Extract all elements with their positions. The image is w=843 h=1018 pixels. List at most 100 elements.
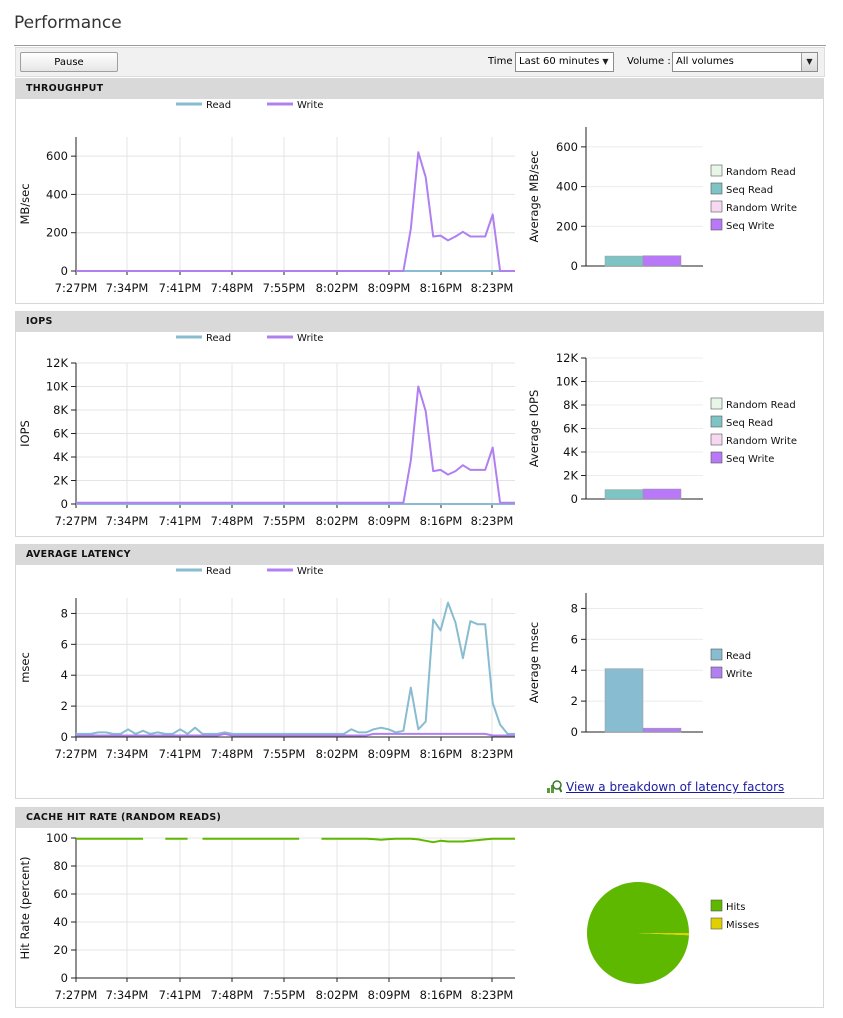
bar-y-axis-label: Average IOPS <box>527 390 541 468</box>
x-tick-label: 7:48PM <box>211 514 254 528</box>
series-line-write <box>76 385 515 504</box>
x-tick-label: 7:34PM <box>106 747 149 761</box>
bar-y-tick-label: 400 <box>556 180 578 194</box>
legend-label: Random Read <box>726 167 796 178</box>
bar-seq-write <box>642 255 682 267</box>
y-tick-label: 60 <box>53 887 68 901</box>
y-axis-label: msec <box>18 652 32 683</box>
volume-label: Volume : <box>627 56 671 67</box>
x-tick-label: 7:41PM <box>159 747 202 761</box>
time-range-value: Last 60 minutes <box>519 56 600 67</box>
legend-label: Read <box>206 100 231 111</box>
x-tick-label: 8:09PM <box>368 988 411 1002</box>
bar-y-axis-label: Average msec <box>527 622 541 703</box>
legend-label: Write <box>297 100 323 111</box>
chevron-down-icon: ▼ <box>801 53 817 71</box>
legend-label: Read <box>206 333 231 344</box>
x-tick-label: 7:27PM <box>55 281 98 295</box>
throughput-chart: 0 200 400 600 7:27PM 7:34PM 7:41PM 7:48PM 7:55PM… <box>18 100 797 295</box>
x-tick-label: 8:02PM <box>316 747 359 761</box>
x-tick-label: 7:27PM <box>55 988 98 1002</box>
toolbar: Pause Time Last 60 minutes ▼ Volume : Al… <box>15 47 825 77</box>
x-tick-label: 7:27PM <box>55 747 98 761</box>
y-tick-label: 0 <box>61 264 68 278</box>
x-tick-label: 8:23PM <box>471 988 514 1002</box>
x-tick-label: 7:41PM <box>159 514 202 528</box>
x-tick-label: 8:23PM <box>471 747 514 761</box>
legend-swatch <box>710 182 723 195</box>
x-tick-label: 7:41PM <box>159 281 202 295</box>
legend-swatch <box>710 218 723 231</box>
latency-breakdown-link[interactable]: View a breakdown of latency factors <box>546 779 784 794</box>
y-tick-label: 0 <box>61 730 68 744</box>
iops-chart: 0 2K 4K 6K 8K 10K 12K 7:27PM 7:34PM 7:41PM 7:48PM 7… <box>18 333 797 528</box>
bar-y-tick-label: 10K <box>556 375 579 389</box>
legend-label: Write <box>726 669 752 680</box>
x-tick-label: 7:34PM <box>106 281 149 295</box>
x-tick-label: 7:55PM <box>263 747 306 761</box>
x-tick-label: 7:55PM <box>263 281 306 295</box>
y-tick-label: 6 <box>61 637 68 651</box>
bar-seq-read <box>604 255 644 267</box>
iops-panel-title: IOPS <box>16 312 823 332</box>
bar-y-tick-label: 6 <box>571 632 578 646</box>
cache-hit-panel: CACHE HIT RATE (RANDOM READS) 0 20 40 60 80 1… <box>15 807 824 1008</box>
bar-y-tick-label: 6K <box>563 422 578 436</box>
bar-y-tick-label: 8K <box>563 398 578 412</box>
x-tick-label: 7:48PM <box>211 281 254 295</box>
y-tick-label: 20 <box>53 943 68 957</box>
y-tick-label: 8K <box>53 403 68 417</box>
bar-y-tick-label: 4K <box>563 445 578 459</box>
title-divider <box>14 45 826 46</box>
y-tick-label: 0 <box>61 497 68 511</box>
y-tick-label: 2 <box>61 699 68 713</box>
pie-slice-misses <box>638 933 689 936</box>
y-tick-label: 40 <box>53 915 68 929</box>
x-tick-label: 7:55PM <box>263 988 306 1002</box>
y-tick-label: 8 <box>61 606 68 620</box>
volume-value: All volumes <box>676 56 734 67</box>
volume-select[interactable]: All volumes ▼ <box>672 52 818 72</box>
legend-label: Misses <box>726 920 759 931</box>
legend-label: Hits <box>726 902 745 913</box>
x-tick-label: 8:09PM <box>368 747 411 761</box>
bar-seq-read <box>604 489 644 500</box>
pie-slice-hits <box>587 881 689 984</box>
legend-label: Seq Read <box>726 418 773 429</box>
x-tick-label: 7:34PM <box>106 988 149 1002</box>
legend-label: Random Write <box>726 436 797 447</box>
legend-swatch <box>710 666 723 679</box>
y-tick-label: 12K <box>46 356 69 370</box>
time-label: Time <box>488 56 513 67</box>
y-tick-label: 100 <box>46 831 68 845</box>
bar-y-tick-label: 2K <box>563 469 578 483</box>
legend-label: Seq Read <box>726 185 773 196</box>
y-tick-label: 80 <box>53 859 68 873</box>
y-tick-label: 600 <box>46 149 68 163</box>
x-tick-label: 8:16PM <box>420 281 463 295</box>
latency-panel: AVERAGE LATENCY 0 2 4 6 8 7:27PM 7:34PM 7:41PM 7… <box>15 544 824 799</box>
x-tick-label: 7:48PM <box>211 747 254 761</box>
x-tick-label: 7:27PM <box>55 514 98 528</box>
legend-label: Write <box>297 333 323 344</box>
x-tick-label: 8:09PM <box>368 514 411 528</box>
x-tick-label: 8:09PM <box>368 281 411 295</box>
time-range-select[interactable]: Last 60 minutes ▼ <box>515 52 614 72</box>
x-tick-label: 7:55PM <box>263 514 306 528</box>
x-tick-label: 8:23PM <box>471 281 514 295</box>
bar-write <box>642 727 682 733</box>
bar-y-tick-label: 2 <box>571 694 578 708</box>
bar-y-tick-label: 8 <box>571 601 578 615</box>
bar-y-tick-label: 200 <box>556 219 578 233</box>
y-tick-label: 4K <box>53 450 68 464</box>
bar-read <box>604 668 644 733</box>
bar-y-tick-label: 0 <box>571 725 578 739</box>
legend-swatch <box>710 200 723 213</box>
throughput-panel: THROUGHPUT 0 200 400 600 7:27PM 7:34PM 7:41PM 7… <box>15 78 824 304</box>
y-tick-label: 10K <box>46 380 69 394</box>
page-title: Performance <box>14 13 122 33</box>
pause-button[interactable]: Pause <box>20 52 118 72</box>
legend-label: Write <box>297 566 323 577</box>
x-tick-label: 7:48PM <box>211 988 254 1002</box>
y-axis-label: Hit Rate (percent) <box>18 856 32 959</box>
